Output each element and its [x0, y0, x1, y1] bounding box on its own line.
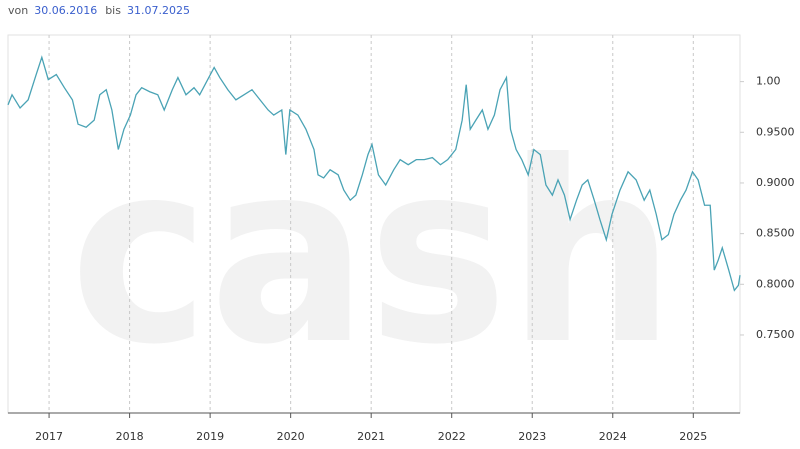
date-range: von 30.06.2016 bis 31.07.2025	[8, 4, 198, 17]
y-tick-label: 0.8000	[756, 277, 795, 290]
x-tick-label: 2025	[679, 430, 707, 443]
y-tick-label: 0.7500	[756, 328, 795, 341]
x-tick-label: 2021	[357, 430, 385, 443]
x-tick-label: 2020	[277, 430, 305, 443]
y-tick-label: 0.8500	[756, 227, 795, 240]
x-tick-label: 2023	[518, 430, 546, 443]
y-tick-label: 0.9000	[756, 176, 795, 189]
y-tick-label: 0.9500	[756, 125, 795, 138]
watermark: cash	[70, 108, 675, 399]
from-label: von	[8, 4, 29, 17]
to-date[interactable]: 31.07.2025	[126, 4, 190, 17]
x-tick-label: 2022	[438, 430, 466, 443]
y-tick-label: 1.00	[756, 75, 781, 88]
from-date[interactable]: 30.06.2016	[34, 4, 98, 17]
x-tick-label: 2019	[196, 430, 224, 443]
x-tick-label: 2018	[116, 430, 144, 443]
x-tick-label: 2017	[35, 430, 63, 443]
price-line	[7, 55, 741, 292]
x-tick-label: 2024	[599, 430, 627, 443]
to-label: bis	[105, 4, 121, 17]
